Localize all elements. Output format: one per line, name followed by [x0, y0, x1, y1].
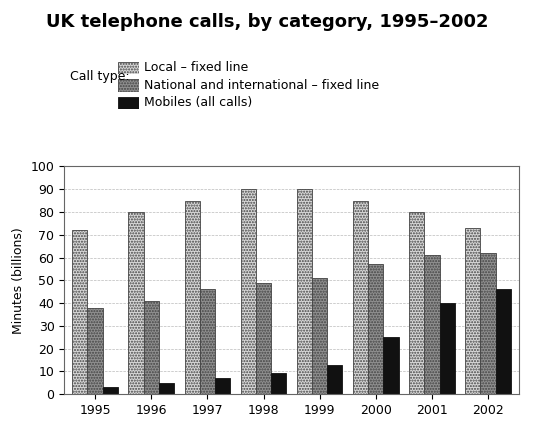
Bar: [88, 307, 103, 394]
Bar: [297, 189, 312, 394]
Bar: [327, 364, 342, 394]
Bar: [72, 230, 88, 394]
Text: UK telephone calls, by category, 1995–2002: UK telephone calls, by category, 1995–20…: [46, 13, 489, 31]
Bar: [103, 387, 118, 394]
Bar: [424, 255, 440, 394]
Bar: [185, 201, 200, 394]
Text: Call type:: Call type:: [70, 70, 129, 83]
Bar: [480, 253, 495, 394]
Text: Local – fixed line: Local – fixed line: [144, 61, 249, 74]
Bar: [409, 212, 424, 394]
Bar: [465, 228, 480, 394]
Bar: [368, 265, 384, 394]
Bar: [495, 290, 511, 394]
Y-axis label: Minutes (billions): Minutes (billions): [12, 227, 25, 334]
Bar: [128, 212, 143, 394]
Bar: [200, 290, 215, 394]
Bar: [256, 283, 271, 394]
Bar: [440, 303, 455, 394]
Text: Mobiles (all calls): Mobiles (all calls): [144, 96, 253, 110]
Text: National and international – fixed line: National and international – fixed line: [144, 79, 379, 92]
Bar: [143, 301, 159, 394]
Bar: [353, 201, 368, 394]
Bar: [159, 383, 174, 394]
Bar: [241, 189, 256, 394]
Bar: [384, 337, 399, 394]
Bar: [312, 278, 327, 394]
Bar: [215, 378, 230, 394]
Bar: [271, 373, 286, 394]
